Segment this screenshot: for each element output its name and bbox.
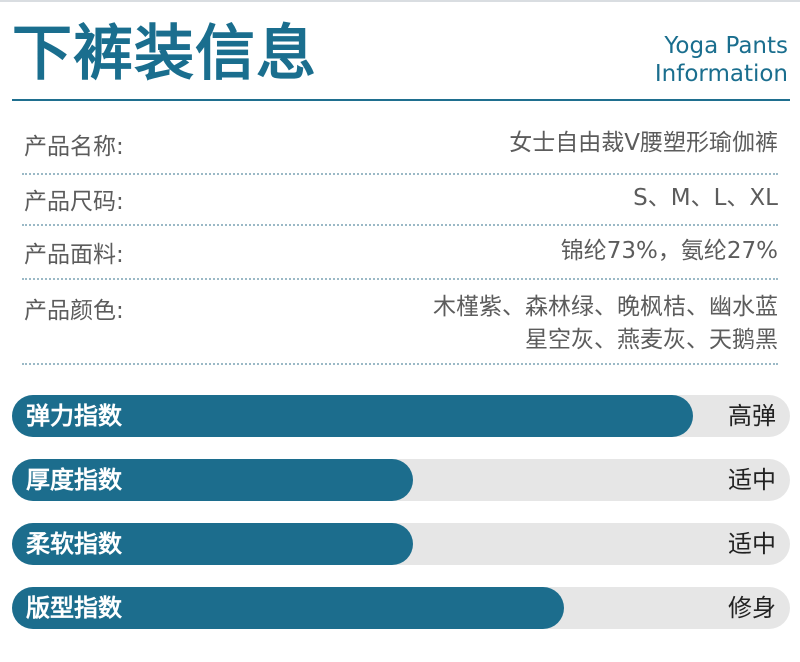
subtitle-line-2: Information: [654, 61, 788, 87]
page-title: 下裤装信息: [12, 19, 317, 89]
bar-fill: [12, 523, 413, 565]
info-label: 产品名称:: [24, 134, 124, 160]
bar-level: 高弹: [728, 402, 776, 430]
info-label: 产品面料:: [24, 242, 124, 268]
info-label: 产品尺码:: [24, 189, 124, 215]
page-subtitle-en: Yoga Pants Information: [655, 32, 788, 88]
info-label: 产品颜色:: [24, 298, 124, 324]
bar-label: 版型指数: [26, 594, 122, 622]
top-divider: [0, 0, 800, 2]
header-divider: [12, 99, 790, 101]
info-value: 女士自由裁V腰塑形瑜伽裤: [509, 127, 778, 160]
bar-fill: [12, 395, 693, 437]
info-value: 锦纶73%，氨纶27%: [561, 235, 778, 268]
bar-label: 柔软指数: [26, 530, 122, 558]
index-bar-thickness: 厚度指数 适中: [12, 459, 790, 501]
bar-label: 弹力指数: [26, 402, 122, 430]
bar-label: 厚度指数: [26, 466, 122, 494]
value-line: 木槿紫、森林绿、晚枫桔、幽水蓝: [433, 294, 778, 320]
index-bar-fit: 版型指数 修身: [12, 587, 790, 629]
bar-level: 适中: [728, 530, 776, 558]
bar-level: 适中: [728, 466, 776, 494]
value-line: 女士自由裁V腰塑形瑜伽裤: [509, 130, 778, 156]
dotted-divider: [22, 173, 778, 175]
info-value: S、M、L、XL: [633, 182, 778, 215]
subtitle-line-1: Yoga Pants: [664, 33, 788, 59]
dotted-divider: [22, 363, 778, 365]
value-line: S、M、L、XL: [633, 185, 778, 211]
dotted-divider: [22, 224, 778, 226]
value-line: 锦纶73%，氨纶27%: [560, 238, 778, 264]
bar-fill: [12, 459, 413, 501]
index-bar-elasticity: 弹力指数 高弹: [12, 395, 790, 437]
value-line: 星空灰、燕麦灰、天鹅黑: [525, 327, 778, 353]
bar-level: 修身: [728, 594, 776, 622]
info-value: 木槿紫、森林绿、晚枫桔、幽水蓝 星空灰、燕麦灰、天鹅黑: [433, 291, 778, 357]
bar-fill: [12, 587, 564, 629]
index-bar-softness: 柔软指数 适中: [12, 523, 790, 565]
dotted-divider: [22, 278, 778, 280]
